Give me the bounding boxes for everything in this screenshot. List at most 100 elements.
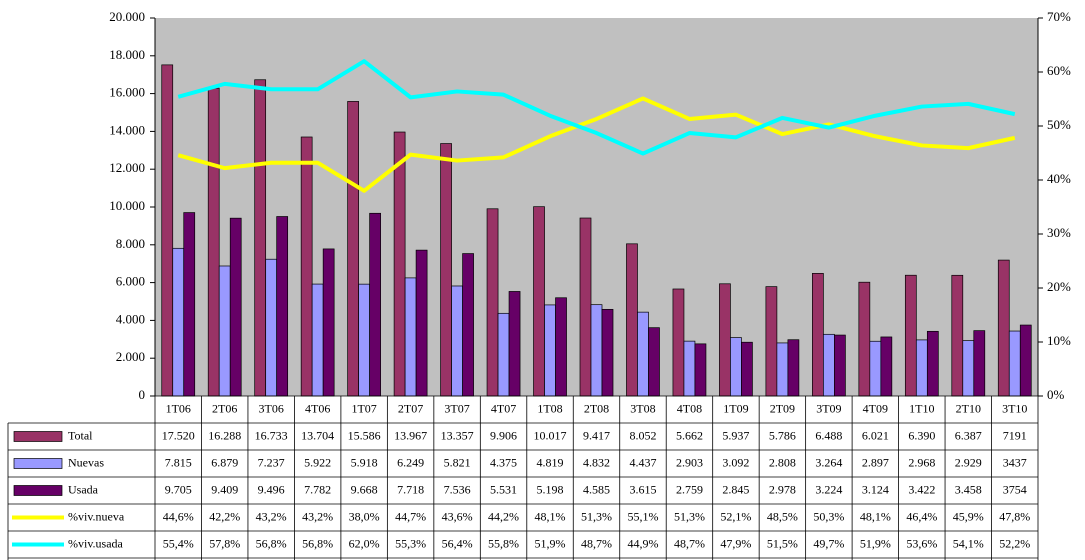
bar bbox=[369, 212, 381, 397]
y2-tick-label: 50% bbox=[1047, 117, 1071, 132]
category-label: 1T06 bbox=[166, 401, 191, 415]
bar bbox=[926, 330, 939, 397]
bar bbox=[962, 340, 975, 397]
bar bbox=[462, 253, 474, 397]
y2-tick-label: 10% bbox=[1047, 333, 1071, 348]
bar bbox=[719, 283, 731, 397]
bar bbox=[834, 334, 846, 397]
table-value: 3754 bbox=[1003, 482, 1027, 496]
y-tick-label: 16.000 bbox=[109, 85, 145, 100]
legend-swatch bbox=[13, 485, 63, 496]
table-value: 15.586 bbox=[348, 428, 381, 442]
table-value: 44,9% bbox=[627, 536, 658, 550]
bar bbox=[440, 143, 452, 397]
table-value: 47,8% bbox=[999, 509, 1030, 523]
table-value: 2.808 bbox=[769, 455, 796, 469]
table-value: 56,4% bbox=[442, 536, 473, 550]
bar bbox=[951, 274, 964, 397]
bar bbox=[765, 286, 778, 397]
bar bbox=[823, 333, 835, 397]
table-value: 3.224 bbox=[815, 482, 842, 496]
table-value: 7191 bbox=[1003, 428, 1027, 442]
bar bbox=[812, 273, 824, 397]
table-value: 2.903 bbox=[676, 455, 703, 469]
bar bbox=[544, 304, 556, 397]
table-value: 3.422 bbox=[908, 482, 935, 496]
y-tick-label: 12.000 bbox=[109, 160, 145, 175]
table-value: 44,7% bbox=[395, 509, 426, 523]
table-value: 7.237 bbox=[258, 455, 285, 469]
table-value: 9.417 bbox=[583, 428, 610, 442]
table-value: 3.264 bbox=[815, 455, 842, 469]
category-label: 4T09 bbox=[863, 401, 888, 415]
bar bbox=[347, 101, 359, 397]
table-value: 3.092 bbox=[722, 455, 749, 469]
table-value: 6.879 bbox=[211, 455, 238, 469]
y-tick-label: 18.000 bbox=[109, 47, 145, 62]
category-label: 4T08 bbox=[677, 401, 702, 415]
table-value: 52,1% bbox=[720, 509, 751, 523]
table-value: 4.819 bbox=[537, 455, 564, 469]
bar bbox=[637, 311, 649, 397]
bar bbox=[1019, 324, 1032, 397]
bar bbox=[915, 339, 928, 397]
y-tick-label: 8.000 bbox=[116, 236, 145, 251]
y-tick-label: 0 bbox=[139, 387, 146, 402]
table-value: 3.124 bbox=[862, 482, 889, 496]
table-value: 7.536 bbox=[444, 482, 471, 496]
category-label: 1T07 bbox=[351, 401, 376, 415]
table-value: 3.615 bbox=[629, 482, 656, 496]
table-value: 9.409 bbox=[211, 482, 238, 496]
table-value: 62,0% bbox=[349, 536, 380, 550]
table-value: 13.357 bbox=[441, 428, 474, 442]
table-value: 55,4% bbox=[163, 536, 194, 550]
table-value: 5.786 bbox=[769, 428, 796, 442]
bar bbox=[555, 297, 567, 397]
category-label: 3T06 bbox=[259, 401, 284, 415]
y-tick-label: 14.000 bbox=[109, 122, 145, 137]
bar bbox=[741, 341, 753, 397]
bar bbox=[590, 304, 603, 397]
category-label: 2T10 bbox=[956, 401, 981, 415]
bar bbox=[229, 217, 242, 397]
table-value: 17.520 bbox=[162, 428, 195, 442]
y2-tick-label: 70% bbox=[1047, 9, 1071, 24]
table-value: 5.918 bbox=[351, 455, 378, 469]
bar bbox=[869, 340, 882, 397]
legend-label: %viv.nueva bbox=[68, 509, 125, 523]
table-value: 3437 bbox=[1003, 455, 1027, 469]
table-value: 2.845 bbox=[722, 482, 749, 496]
table-value: 10.017 bbox=[534, 428, 567, 442]
category-label: 1T09 bbox=[723, 401, 748, 415]
table-value: 48,5% bbox=[767, 509, 798, 523]
table-value: 44,6% bbox=[163, 509, 194, 523]
table-value: 54,1% bbox=[953, 536, 984, 550]
table-value: 8.052 bbox=[629, 428, 656, 442]
table-value: 56,8% bbox=[302, 536, 333, 550]
table-value: 51,9% bbox=[860, 536, 891, 550]
category-label: 2T08 bbox=[584, 401, 609, 415]
table-value: 51,3% bbox=[581, 509, 612, 523]
table-value: 50,3% bbox=[813, 509, 844, 523]
table-value: 51,5% bbox=[767, 536, 798, 550]
table-value: 48,1% bbox=[535, 509, 566, 523]
table-value: 4.375 bbox=[490, 455, 517, 469]
y2-tick-label: 30% bbox=[1047, 225, 1071, 240]
table-value: 51,3% bbox=[674, 509, 705, 523]
table-value: 57,8% bbox=[209, 536, 240, 550]
bar bbox=[404, 277, 417, 397]
table-value: 48,1% bbox=[860, 509, 891, 523]
category-label: 1T10 bbox=[909, 401, 934, 415]
category-label: 2T09 bbox=[770, 401, 795, 415]
bar bbox=[683, 340, 696, 397]
bar bbox=[322, 248, 335, 397]
bar bbox=[904, 274, 917, 397]
bar bbox=[1008, 330, 1021, 397]
y2-tick-label: 20% bbox=[1047, 279, 1071, 294]
table-value: 5.662 bbox=[676, 428, 703, 442]
table-value: 52,2% bbox=[999, 536, 1030, 550]
bar bbox=[533, 206, 545, 397]
y-tick-label: 6.000 bbox=[116, 274, 145, 289]
line-series bbox=[177, 59, 1016, 156]
bar bbox=[730, 337, 742, 397]
